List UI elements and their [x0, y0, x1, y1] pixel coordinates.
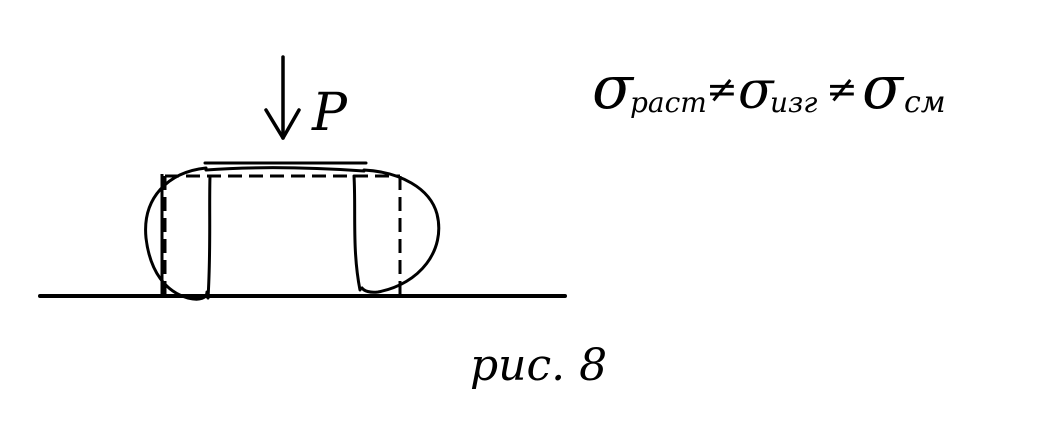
deformed-specimen-top	[206, 168, 364, 171]
sigma-symbol-1: σ	[592, 53, 635, 123]
sigma-symbol-3: σ	[862, 53, 905, 123]
not-equal-symbol-2: ≠	[826, 67, 858, 111]
stress-relation: σ раст ≠ σ изг ≠ σ см	[592, 53, 946, 123]
deformed-specimen-left-inner-edge	[208, 176, 210, 298]
stress-term-bending: изг	[770, 86, 817, 119]
load-label: P	[311, 83, 348, 143]
load-arrow	[266, 57, 299, 138]
not-equal-symbol-1: ≠	[706, 67, 738, 111]
figure-caption: рис. 8	[470, 340, 607, 391]
stress-term-bearing: см	[904, 85, 946, 120]
deformed-specimen-right-inner-edge	[354, 176, 360, 290]
stress-term-tension: раст	[630, 86, 707, 119]
deformed-specimen-left-bulge	[146, 168, 207, 299]
original-specimen-outline	[165, 176, 400, 296]
